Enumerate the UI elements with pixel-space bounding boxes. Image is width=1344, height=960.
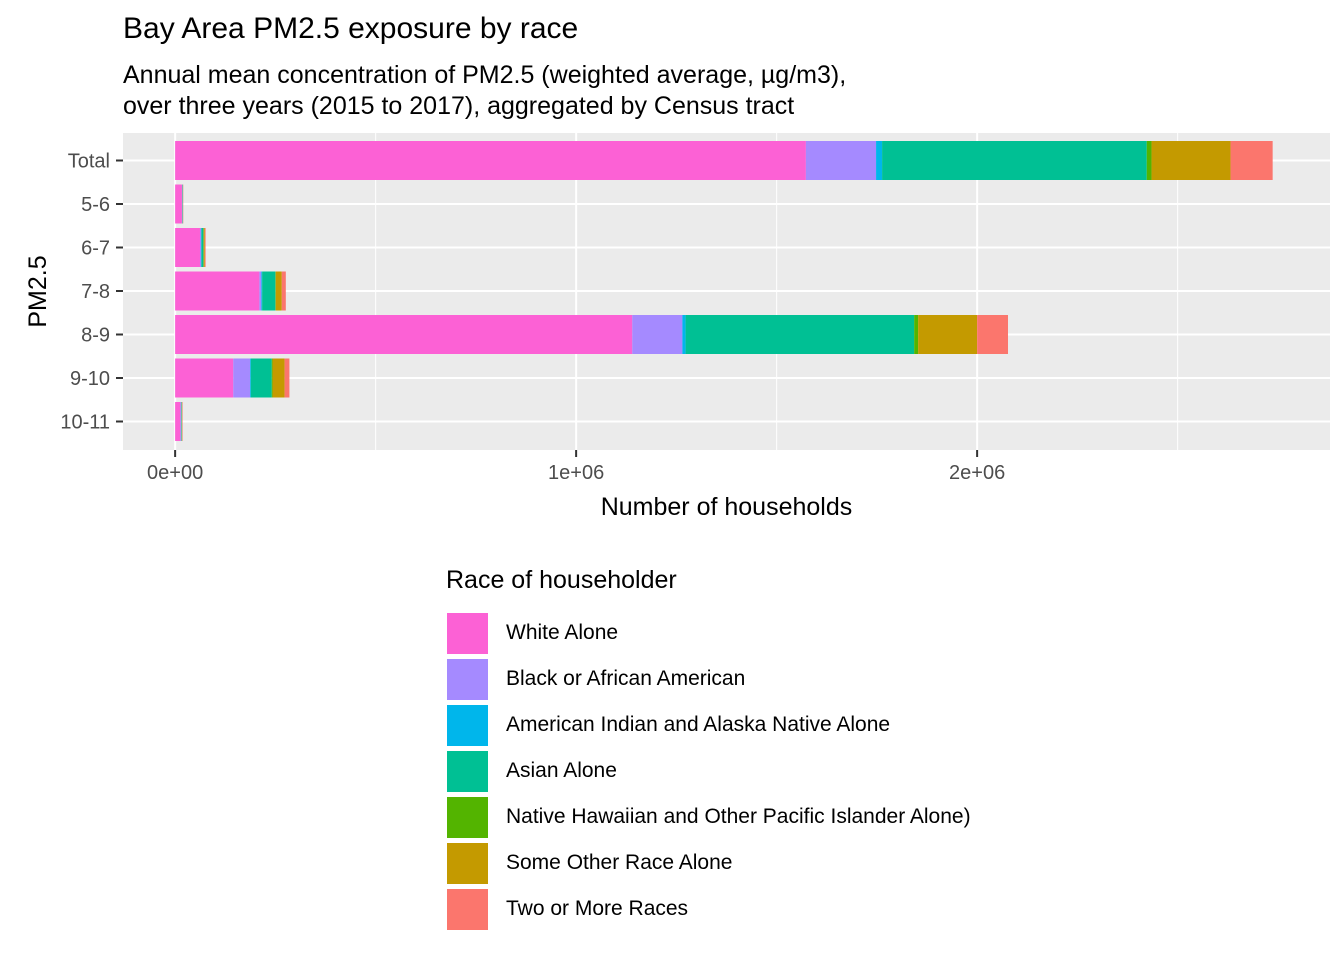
chart-subtitle-line-2: over three years (2015 to 2017), aggrega…: [123, 92, 795, 120]
bar-segment: [233, 358, 251, 398]
bar-segment: [175, 271, 260, 311]
bar-segment: [250, 358, 251, 398]
bar-segment: [199, 228, 202, 267]
x-tick-label: 2e+06: [949, 462, 1005, 484]
bar-segment: [180, 402, 182, 441]
legend-item: Native Hawaiian and Other Pacific Island…: [446, 794, 971, 840]
x-tick-label: 0e+00: [147, 462, 203, 484]
bar-segment: [284, 358, 290, 398]
legend-item: Some Other Race Alone: [446, 840, 732, 886]
y-tick-label: 9-10: [70, 368, 110, 390]
y-axis-title: PM2.5: [24, 255, 52, 327]
bar-segment: [1230, 141, 1273, 180]
chart-title: Bay Area PM2.5 exposure by race: [123, 12, 579, 45]
legend-item: American Indian and Alaska Native Alone: [446, 702, 890, 748]
bar-segment: [914, 315, 919, 354]
bar-segment: [250, 358, 272, 398]
legend-swatch: [446, 841, 489, 885]
legend-label: Black or African American: [506, 667, 746, 690]
legend-swatch: [446, 657, 489, 701]
y-tick-label: 10-11: [60, 412, 110, 434]
bar-segment: [275, 271, 282, 311]
legend-swatch: [446, 795, 489, 839]
legend-swatch: [446, 749, 489, 793]
legend-label: White Alone: [506, 621, 619, 644]
y-tick-label: 7-8: [81, 281, 110, 303]
bar-segment: [175, 315, 633, 354]
legend-title: Race of householder: [446, 566, 677, 594]
bar-segment: [259, 271, 262, 311]
bar-segment: [175, 228, 200, 267]
legend-label: Asian Alone: [506, 759, 617, 782]
y-tick-label: Total: [68, 151, 110, 173]
bar-segment: [632, 315, 683, 354]
bars: [175, 141, 1273, 441]
y-axis: Total 5-6 6-7 7-8 8-9 9-10 10-11: [60, 151, 123, 434]
bar-segment: [175, 358, 234, 398]
legend-label: Two or More Races: [506, 897, 689, 920]
bar-segment: [281, 271, 286, 311]
bar-segment: [1151, 141, 1231, 180]
bar-segment: [261, 271, 263, 311]
bar-segment: [977, 315, 1008, 354]
y-tick-label: 5-6: [81, 194, 110, 216]
bar-segment: [876, 141, 883, 180]
x-axis: 0e+00 1e+06 2e+06: [147, 450, 1005, 484]
legend-item: Asian Alone: [446, 748, 617, 794]
legend-swatch: [446, 887, 489, 931]
legend-label: American Indian and Alaska Native Alone: [506, 713, 891, 736]
bar-segment: [175, 141, 806, 180]
bar-segment: [272, 358, 285, 398]
bar-segment: [1146, 141, 1152, 180]
bar-segment: [685, 315, 915, 354]
y-tick-label: 8-9: [81, 325, 110, 347]
bar-segment: [882, 141, 1147, 180]
bar-segment: [918, 315, 978, 354]
y-tick-label: 6-7: [81, 238, 110, 260]
legend-swatch: [446, 703, 489, 747]
x-axis-title: Number of households: [601, 493, 853, 521]
bar-segment: [805, 141, 877, 180]
legend-item: White Alone: [446, 610, 618, 656]
bar-segment: [682, 315, 686, 354]
x-tick-label: 1e+06: [548, 462, 604, 484]
bar-segment: [204, 228, 206, 267]
chart-subtitle-line-1: Annual mean concentration of PM2.5 (weig…: [123, 61, 847, 89]
bar-segment: [175, 184, 182, 224]
bar-chart: Total 5-6 6-7 7-8 8-9 9-10 10-11 0e+00 1e+06 2e+…: [24, 133, 1330, 521]
bar-segment: [175, 402, 181, 441]
bar-segment: [271, 358, 273, 398]
legend-swatch: [446, 611, 489, 655]
bar-segment: [203, 228, 205, 267]
legend-label: Native Hawaiian and Other Pacific Island…: [506, 805, 971, 828]
legend-item: Two or More Races: [446, 886, 688, 932]
legend-item: Black or African American: [446, 656, 745, 702]
bar-segment: [201, 228, 204, 267]
bar-segment: [262, 271, 276, 311]
legend-label: Some Other Race Alone: [506, 851, 733, 874]
